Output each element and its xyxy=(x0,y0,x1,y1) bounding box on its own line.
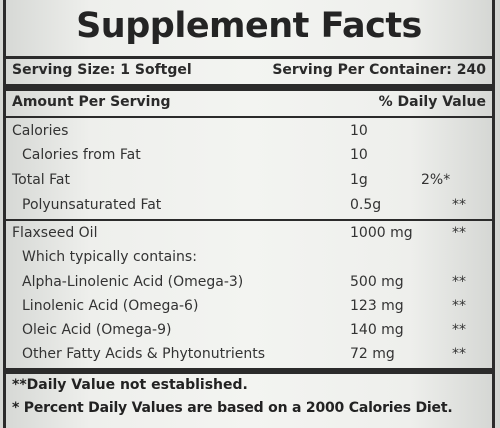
supplement-facts-panel: Supplement Facts Serving Size: 1 Softgel… xyxy=(3,0,495,428)
servings-per-container: Serving Per Container: 240 xyxy=(272,62,486,78)
panel-title: Supplement Facts xyxy=(76,6,422,46)
daily-value-header: % Daily Value xyxy=(378,94,486,110)
thick-divider xyxy=(6,84,492,91)
row-polyunsaturated-fat-amount: 0.5g xyxy=(350,197,382,213)
row-linolenic-dv: ** xyxy=(452,298,466,314)
header-divider xyxy=(6,116,492,118)
row-oleic-dv: ** xyxy=(452,322,466,338)
row-other-fatty-acids-dv: ** xyxy=(452,346,466,362)
amount-per-serving-header: Amount Per Serving xyxy=(12,94,171,110)
footnote-percent-daily-values: * Percent Daily Values are based on a 20… xyxy=(12,400,453,416)
serving-size: Serving Size: 1 Softgel xyxy=(12,62,192,78)
row-oleic-name: Oleic Acid (Omega-9) xyxy=(22,322,172,338)
row-flaxseed-oil-name: Flaxseed Oil xyxy=(12,225,98,241)
row-flaxseed-oil-amount: 1000 mg xyxy=(350,225,413,241)
title-divider xyxy=(6,56,492,59)
row-flaxseed-oil-dv: ** xyxy=(452,225,466,241)
row-calories-name: Calories xyxy=(12,123,69,139)
row-calories-from-fat-amount: 10 xyxy=(350,147,368,163)
footer-divider xyxy=(6,368,492,374)
row-polyunsaturated-fat-dv: ** xyxy=(452,197,466,213)
row-calories-amount: 10 xyxy=(350,123,368,139)
row-alpha-linolenic-dv: ** xyxy=(452,274,466,290)
row-other-fatty-acids-name: Other Fatty Acids & Phytonutrients xyxy=(22,346,265,362)
row-total-fat-amount: 1g xyxy=(350,172,368,188)
row-other-fatty-acids-amount: 72 mg xyxy=(350,346,395,362)
row-alpha-linolenic-name: Alpha-Linolenic Acid (Omega-3) xyxy=(22,274,244,290)
row-total-fat-dv: 2%* xyxy=(421,172,451,188)
row-linolenic-amount: 123 mg xyxy=(350,298,404,314)
row-oleic-amount: 140 mg xyxy=(350,322,404,338)
row-total-fat-name: Total Fat xyxy=(12,172,70,188)
footnote-daily-value: **Daily Value not established. xyxy=(12,377,248,393)
row-calories-from-fat-name: Calories from Fat xyxy=(22,147,141,163)
section-divider xyxy=(6,219,492,221)
row-polyunsaturated-fat-name: Polyunsaturated Fat xyxy=(22,197,162,213)
row-contains-note: Which typically contains: xyxy=(22,249,197,265)
row-alpha-linolenic-amount: 500 mg xyxy=(350,274,404,290)
row-linolenic-name: Linolenic Acid (Omega-6) xyxy=(22,298,199,314)
